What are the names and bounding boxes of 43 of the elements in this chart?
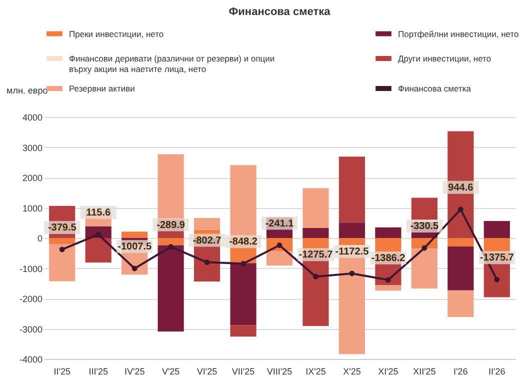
x-tick-label: VI'25: [196, 366, 218, 376]
y-axis-title: млн. евро: [6, 86, 48, 96]
y-tick-label: -2000: [19, 294, 42, 304]
x-tick-label: IX'25: [306, 366, 326, 376]
data-label: -1275.7: [298, 250, 334, 261]
x-tick-label: IV'25: [124, 366, 145, 376]
legend-label: Финансова сметка: [398, 84, 472, 94]
data-label: -802.7: [192, 235, 222, 246]
y-tick-label: -3000: [19, 324, 42, 334]
legend-label: Преки инвестиции, нето: [69, 28, 164, 39]
x-tick-label: VII'25: [232, 366, 255, 376]
legend-label: Портфейлни инвестиции, нето: [398, 28, 520, 39]
data-label: 115.6: [86, 208, 112, 219]
data-label: -1386.2: [371, 252, 406, 264]
data-label: -330.5: [410, 221, 440, 232]
legend-label: Финансови деривати (различни от резерви) и опции върху акции на наетите лица, нето: [69, 54, 275, 74]
x-tick-label: XII'25: [413, 366, 436, 376]
data-label: -1007.5: [118, 241, 152, 252]
x-tick-label: XI'25: [378, 366, 398, 376]
data-label: 944.6: [448, 182, 474, 194]
y-tick-label: -1000: [19, 264, 42, 274]
y-tick-label: 2000: [22, 173, 42, 183]
x-tick-label: II'25: [54, 366, 70, 376]
x-tick-label: III'25: [88, 366, 108, 376]
y-tick-label: -4000: [19, 354, 42, 364]
data-label: -241.1: [265, 218, 294, 230]
data-label: -1375.7: [480, 252, 514, 264]
x-tick-label: II'26: [488, 366, 506, 376]
x-tick-label: I'26: [454, 366, 468, 376]
data-label: -379.5: [48, 222, 77, 234]
legend-label: Други инвестиции, нето: [398, 54, 492, 64]
y-tick-label: 3000: [22, 142, 42, 153]
x-tick-label: VIII'25: [266, 366, 292, 376]
data-label: -1172.5: [335, 246, 370, 258]
chart-title: Финансова сметка: [228, 6, 332, 18]
x-tick-label: V'25: [162, 366, 180, 376]
y-tick-label: 0: [37, 234, 42, 244]
y-tick-label: 1000: [22, 203, 42, 214]
legend-label: Резервни активи: [69, 84, 136, 94]
x-tick-label: X'25: [343, 366, 361, 376]
data-label: -289.9: [156, 220, 186, 231]
data-label: -848.2: [229, 236, 258, 248]
y-tick-label: 4000: [22, 112, 42, 122]
